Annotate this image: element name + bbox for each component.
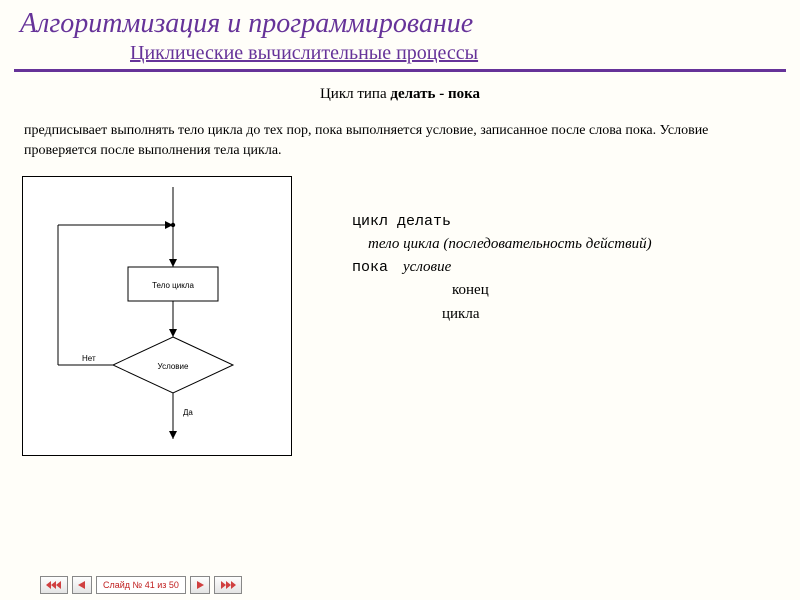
code-line1: цикл делать — [352, 213, 451, 230]
fastforward-icon — [219, 580, 237, 590]
code-line3-cond: условие — [403, 259, 451, 275]
title-divider — [14, 69, 786, 72]
flowchart-svg: Тело цикла Условие Нет Да — [23, 177, 293, 457]
nav-last-button[interactable] — [214, 576, 242, 594]
flowchart-no-label: Нет — [82, 354, 96, 363]
page-subtitle: Циклические вычислительные процессы — [130, 42, 478, 64]
flowchart-body-label: Тело цикла — [152, 281, 194, 290]
next-icon — [195, 580, 205, 590]
section-title: Цикл типа делать - пока — [0, 86, 800, 103]
description-text: предписывает выполнять тело цикла до тех… — [0, 121, 800, 162]
page-title: Алгоритмизация и программирование — [0, 0, 800, 42]
nav-first-button[interactable] — [40, 576, 68, 594]
prev-icon — [77, 580, 87, 590]
slide-nav: Слайд № 41 из 50 — [40, 576, 242, 594]
flowchart-condition-label: Условие — [158, 362, 189, 371]
flowchart: Тело цикла Условие Нет Да — [22, 176, 292, 456]
subtitle-wrap: Циклические вычислительные процессы — [130, 42, 780, 65]
nav-next-button[interactable] — [190, 576, 210, 594]
flowchart-yes-label: Да — [183, 408, 193, 417]
content-row: Тело цикла Условие Нет Да цикл делать те… — [0, 176, 800, 456]
rewind-icon — [45, 580, 63, 590]
code-line5: цикла — [442, 306, 480, 322]
code-line4: конец — [452, 282, 489, 298]
pseudocode: цикл делать тело цикла (последовательнос… — [352, 176, 652, 326]
code-line3-keyword: пока — [352, 259, 388, 276]
section-title-bold: делать - пока — [390, 86, 480, 102]
code-line2: тело цикла (последовательность действий) — [368, 236, 652, 252]
nav-prev-button[interactable] — [72, 576, 92, 594]
slide-counter: Слайд № 41 из 50 — [96, 576, 186, 594]
section-title-prefix: Цикл типа — [320, 86, 390, 102]
